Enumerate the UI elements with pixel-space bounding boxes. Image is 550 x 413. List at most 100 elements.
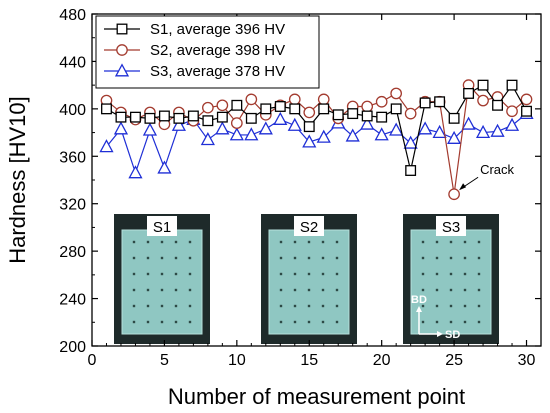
data-point (316, 129, 331, 143)
legend-box (95, 15, 320, 89)
data-point (128, 165, 143, 179)
x-tick-label: 10 (228, 352, 246, 369)
indentation-mark (421, 256, 425, 260)
data-point (360, 116, 375, 130)
indentation-mark (307, 304, 311, 308)
y-tick-label: 360 (59, 149, 86, 166)
data-point (114, 63, 130, 77)
data-point (101, 103, 112, 115)
indentation-mark (174, 288, 178, 292)
indentation-mark (160, 320, 164, 324)
indentation-mark (174, 272, 178, 276)
data-point (447, 130, 462, 144)
indentation-mark (477, 320, 481, 324)
annotations: Crack (459, 162, 515, 191)
data-point (477, 94, 489, 107)
indentation-mark (435, 272, 439, 276)
inset-label: S1 (153, 219, 171, 236)
indentation-mark (132, 256, 136, 260)
data-point (419, 97, 431, 109)
indentation-mark (174, 256, 178, 260)
indentation-mark (279, 272, 283, 276)
indentation-mark (435, 256, 439, 260)
data-point (157, 160, 172, 174)
data-point (361, 100, 374, 113)
data-point (492, 99, 503, 111)
indentation-mark (146, 256, 150, 260)
indentation-mark (335, 256, 339, 260)
data-point (230, 117, 243, 129)
indentation-mark (307, 320, 311, 324)
indentation-mark (188, 272, 192, 276)
indentation-mark (477, 288, 481, 292)
data-point (244, 127, 259, 141)
x-tick-label: 0 (88, 352, 97, 369)
indentation-mark (146, 240, 150, 244)
indentation-mark (321, 256, 325, 260)
y-tick-label: 320 (59, 197, 86, 214)
indentation-mark (307, 240, 311, 244)
data-point (376, 111, 388, 123)
indentation-mark (421, 272, 425, 276)
data-point (287, 117, 302, 131)
data-point (520, 93, 533, 106)
data-point (463, 87, 475, 99)
data-point (116, 23, 128, 35)
indentation-mark (435, 288, 439, 292)
data-point (215, 121, 230, 135)
data-point (347, 108, 359, 120)
indentation-mark (132, 240, 136, 244)
indentation-mark (174, 240, 178, 244)
indentation-mark (335, 240, 339, 244)
data-point (216, 99, 229, 112)
x-axis-title: Number of measurement point (168, 384, 465, 409)
data-point (144, 112, 156, 124)
data-point (303, 106, 316, 119)
bd-label: BD (411, 294, 427, 306)
legend-entry: S2, average 398 HV (104, 42, 285, 59)
x-tick-label: 25 (445, 352, 463, 369)
data-point (361, 110, 373, 122)
y-axis-title: Hardness [HV10] (5, 96, 30, 264)
data-point (302, 134, 317, 148)
indentation-mark (132, 320, 136, 324)
indentation-mark (188, 256, 192, 260)
indentation-mark (160, 272, 164, 276)
indentation-mark (335, 288, 339, 292)
data-point (434, 96, 446, 108)
data-point (99, 139, 114, 153)
indentation-mark (421, 240, 425, 244)
indentation-mark (188, 320, 192, 324)
indentation-mark (132, 272, 136, 276)
data-point (288, 93, 301, 106)
indentation-mark (174, 304, 178, 308)
data-point (506, 79, 518, 91)
x-tick-label: 5 (160, 352, 169, 369)
indentation-mark (435, 240, 439, 244)
inset-label: S2 (300, 219, 318, 236)
indentation-mark (463, 240, 467, 244)
x-tick-label: 20 (373, 352, 391, 369)
legend-entry: S3, average 378 HV (104, 63, 285, 80)
data-point (260, 103, 272, 115)
data-point (390, 87, 403, 100)
indentation-mark (160, 288, 164, 292)
indentation-mark (335, 320, 339, 324)
data-point (173, 112, 185, 124)
data-point (477, 79, 489, 91)
data-point (245, 112, 257, 124)
indentation-mark (146, 288, 150, 292)
indentation-mark (321, 320, 325, 324)
data-point (216, 111, 228, 123)
data-point (187, 110, 199, 122)
indentation-mark (146, 320, 150, 324)
indentation-mark (449, 240, 453, 244)
indentation-mark (188, 240, 192, 244)
data-point (202, 115, 214, 127)
data-point (432, 124, 447, 139)
indentation-mark (421, 288, 425, 292)
legend: S1, average 396 HV S2, average 398 HV S3, … (95, 15, 320, 89)
data-point (115, 111, 127, 123)
inset-label-box (147, 216, 177, 236)
